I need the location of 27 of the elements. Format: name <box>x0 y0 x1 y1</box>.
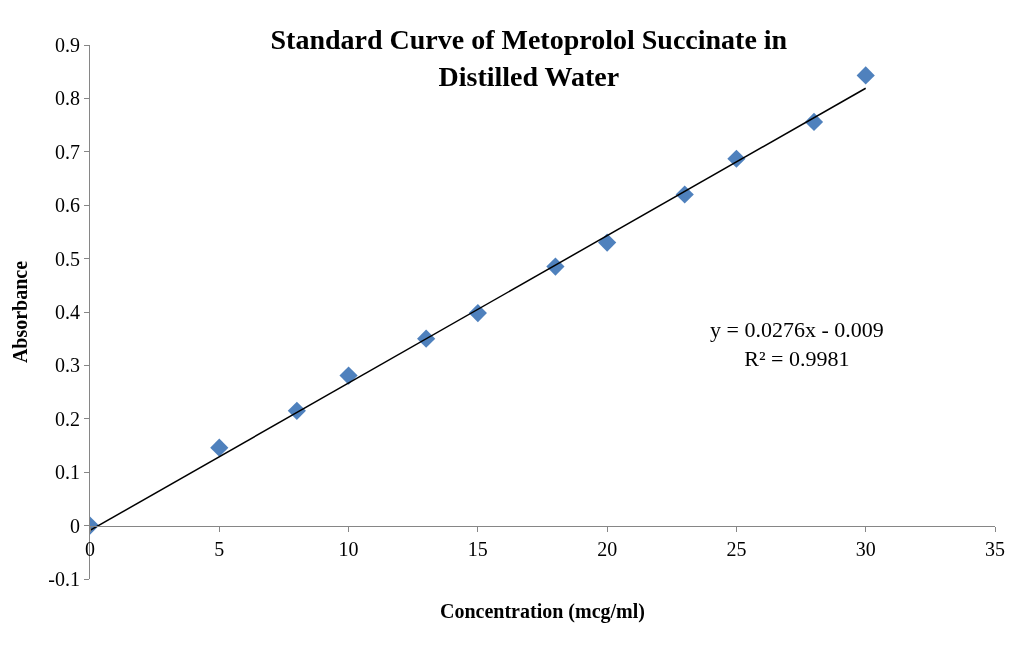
x-tick-label: 30 <box>855 537 876 560</box>
y-axis-title: Absorbance <box>8 260 31 364</box>
x-tick-label: 25 <box>726 537 747 560</box>
y-tick-label: 0 <box>70 514 80 537</box>
x-tick-label: 15 <box>467 537 488 560</box>
x-tick-label: 10 <box>338 537 359 560</box>
annotation: y = 0.0276x - 0.009 R² = 0.9981 <box>710 317 884 371</box>
y-tick-label: 0.8 <box>55 87 80 110</box>
y-tick-label: 0.4 <box>55 301 80 323</box>
point <box>598 233 617 252</box>
x-tick-label: 5 <box>214 537 225 560</box>
point <box>339 366 358 385</box>
point <box>856 66 875 85</box>
x-tick-label: 20 <box>597 537 618 560</box>
y-tick-label: -0.1 <box>48 568 80 590</box>
x-axis-title: Concentration (mcg/ml) <box>440 600 645 624</box>
y-tick-label: 0.7 <box>55 140 80 163</box>
y-tick-label: 0.1 <box>55 461 80 484</box>
y-tick-label: 0.6 <box>55 194 80 217</box>
y-tick-label: 0.2 <box>55 407 80 430</box>
y-tick-label: 0.3 <box>55 354 80 377</box>
x-tick-label: 0 <box>85 537 95 560</box>
y-tick-label: 0.9 <box>55 34 80 56</box>
point <box>210 438 229 457</box>
y-tick-label: 0.5 <box>55 247 80 270</box>
chart-title: Standard Curve of Metoprolol Succinate in Distilled Water <box>270 24 788 92</box>
x-tick-label: 35 <box>985 537 1005 560</box>
